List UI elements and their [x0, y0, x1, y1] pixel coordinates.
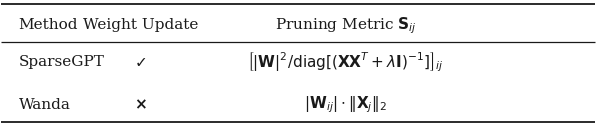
Text: $|\mathbf{W}_{ij}| \cdot \|\mathbf{X}_j\|_2$: $|\mathbf{W}_{ij}| \cdot \|\mathbf{X}_j\… — [304, 95, 387, 115]
Text: $\left[|\mathbf{W}|^2/\mathrm{diag}[(\mathbf{X}\mathbf{X}^T + \lambda\mathbf{I}): $\left[|\mathbf{W}|^2/\mathrm{diag}[(\ma… — [247, 50, 444, 74]
Text: Weight Update: Weight Update — [83, 18, 198, 32]
Text: $\boldsymbol{\times}$: $\boldsymbol{\times}$ — [134, 98, 147, 112]
Text: SparseGPT: SparseGPT — [18, 55, 104, 69]
Text: $\checkmark$: $\checkmark$ — [134, 55, 147, 69]
Text: Wanda: Wanda — [18, 98, 70, 112]
Text: Method: Method — [18, 18, 78, 32]
Text: Pruning Metric $\mathbf{S}_{ij}$: Pruning Metric $\mathbf{S}_{ij}$ — [275, 15, 417, 35]
